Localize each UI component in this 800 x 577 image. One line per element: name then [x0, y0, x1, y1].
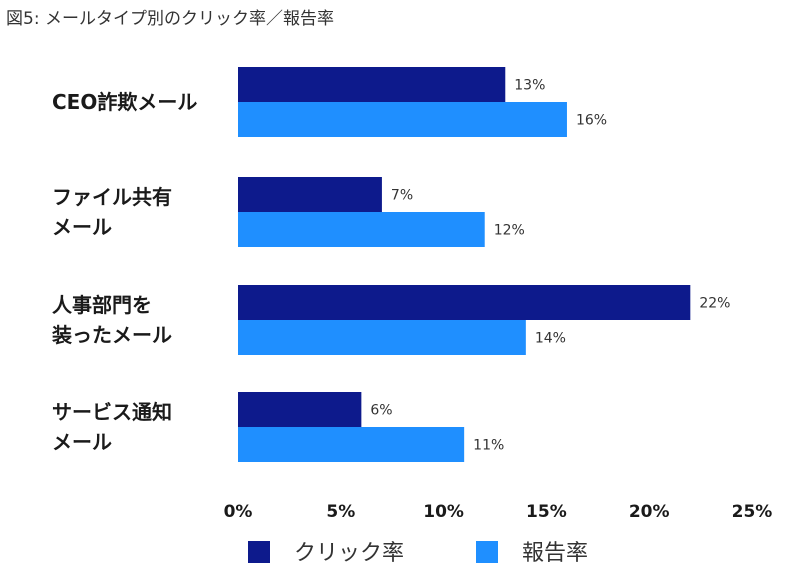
value-label-report-rate: 16%	[576, 113, 607, 129]
legend-swatch	[476, 541, 498, 563]
category-label: サービス通知	[52, 400, 172, 424]
value-label-report-rate: 12%	[494, 223, 525, 239]
bar-report-rate	[238, 427, 465, 462]
x-tick-label: 20%	[629, 502, 670, 522]
category-label: 装ったメール	[51, 323, 172, 347]
category-label: メール	[52, 215, 112, 239]
value-label-click-rate: 22%	[699, 296, 730, 312]
legend-label: 報告率	[522, 541, 588, 566]
x-tick-label: 0%	[224, 502, 253, 522]
category-label: メール	[52, 430, 112, 454]
legend-label: クリック率	[294, 541, 404, 566]
category-label: 人事部門を	[52, 293, 152, 317]
bar-report-rate	[238, 102, 567, 137]
figure-title: 図5: メールタイプ別のクリック率／報告率	[6, 9, 334, 29]
bars	[238, 67, 691, 462]
category-label: CEO詐欺メール	[52, 90, 197, 114]
bar-report-rate	[238, 212, 485, 247]
legend-swatch	[248, 541, 270, 563]
value-label-report-rate: 11%	[473, 438, 504, 454]
x-tick-label: 25%	[732, 502, 773, 522]
bar-click-rate	[238, 392, 362, 427]
value-label-click-rate: 6%	[370, 403, 392, 419]
bar-click-rate	[238, 177, 382, 212]
category-label: ファイル共有	[52, 185, 172, 209]
x-axis-ticks: 0% 5% 10% 15% 20% 25%	[224, 502, 773, 522]
x-tick-label: 5%	[326, 502, 355, 522]
bar-click-rate	[238, 285, 691, 320]
x-tick-label: 10%	[423, 502, 464, 522]
value-label-click-rate: 13%	[514, 78, 545, 94]
legend: クリック率 報告率	[248, 541, 588, 566]
value-label-report-rate: 14%	[535, 331, 566, 347]
value-labels: 13% 16% 7% 12% 22% 14% 6% 11%	[370, 78, 730, 454]
value-label-click-rate: 7%	[391, 188, 413, 204]
bar-report-rate	[238, 320, 526, 355]
x-tick-label: 15%	[526, 502, 567, 522]
bar-click-rate	[238, 67, 506, 102]
